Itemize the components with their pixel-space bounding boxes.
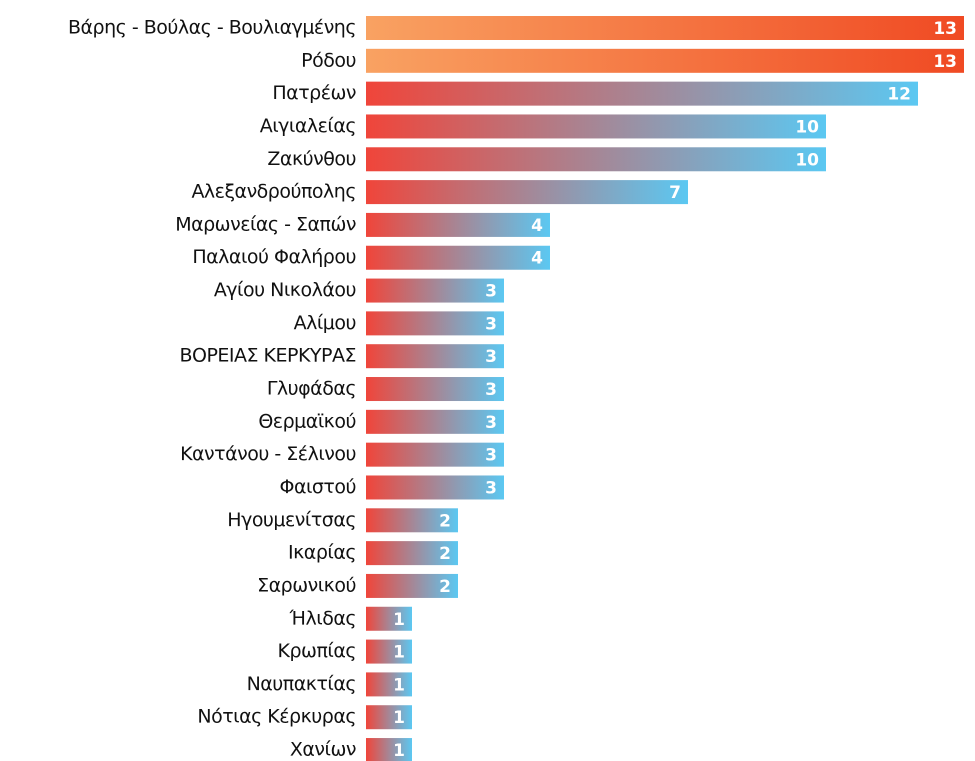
bar <box>366 541 458 566</box>
bar <box>366 377 504 402</box>
category-label: Αγίου Νικολάου <box>214 279 356 301</box>
category-label: Νότιας Κέρκυρας <box>197 706 356 728</box>
category-label: Αλεξανδρούπολης <box>191 181 356 203</box>
value-label: 3 <box>485 380 497 400</box>
bar <box>366 606 412 631</box>
bar <box>366 245 550 270</box>
value-label: 4 <box>531 216 543 236</box>
bar <box>366 705 412 730</box>
value-label: 1 <box>393 610 405 630</box>
category-label: Ηγουμενίτσας <box>227 509 356 531</box>
bar <box>366 344 504 369</box>
category-label: Αιγιαλείας <box>260 115 356 137</box>
value-label: 1 <box>393 741 405 761</box>
value-label: 10 <box>795 117 819 137</box>
category-label: Φαιστού <box>279 476 356 498</box>
category-label: Κρωπίας <box>278 640 356 662</box>
category-label: Ήλιδας <box>288 607 356 629</box>
bar <box>366 573 458 598</box>
category-label: Γλυφάδας <box>267 378 356 400</box>
value-label: 3 <box>485 347 497 367</box>
value-label: 4 <box>531 249 543 269</box>
bar <box>366 147 826 172</box>
value-label: 12 <box>887 85 911 105</box>
bar <box>366 738 412 761</box>
bar <box>366 212 550 237</box>
value-label: 2 <box>439 544 451 564</box>
value-label: 1 <box>393 708 405 728</box>
value-label: 1 <box>393 675 405 695</box>
category-label: Παλαιού Φαλήρου <box>192 246 356 268</box>
value-label: 2 <box>439 577 451 597</box>
value-label: 3 <box>485 314 497 334</box>
value-label: 3 <box>485 282 497 302</box>
bar <box>366 475 504 500</box>
value-label: 3 <box>485 446 497 466</box>
category-label: Ρόδου <box>301 49 356 71</box>
category-label: Ικαρίας <box>288 542 356 564</box>
bar <box>366 311 504 336</box>
bar <box>366 409 504 434</box>
category-label: Θερμαϊκού <box>258 410 356 432</box>
value-label: 13 <box>933 52 957 72</box>
category-label: Ζακύνθου <box>267 148 356 170</box>
category-label: Ναυπακτίας <box>247 673 356 695</box>
value-label: 3 <box>485 478 497 498</box>
value-label: 10 <box>795 150 819 170</box>
value-label: 13 <box>933 19 957 39</box>
category-label: Σαρωνικού <box>257 574 356 596</box>
bar <box>366 81 918 106</box>
value-label: 3 <box>485 413 497 433</box>
category-label: Πατρέων <box>272 82 356 104</box>
value-label: 1 <box>393 643 405 663</box>
bar <box>366 278 504 303</box>
bar <box>366 508 458 533</box>
category-label: Μαρωνείας - Σαπών <box>175 213 356 235</box>
bar <box>366 180 688 205</box>
category-label: Αλίμου <box>294 312 356 334</box>
category-label: Βάρης - Βούλας - Βουλιαγμένης <box>68 17 356 39</box>
bar <box>366 442 504 467</box>
category-label: ΒΟΡΕΙΑΣ ΚΕΡΚΥΡΑΣ <box>179 345 356 367</box>
bar <box>366 16 964 40</box>
category-label: Χανίων <box>290 739 356 761</box>
bar <box>366 639 412 664</box>
bar <box>366 672 412 697</box>
value-label: 2 <box>439 511 451 531</box>
value-label: 7 <box>669 183 681 203</box>
bar <box>366 48 964 73</box>
category-label: Καντάνου - Σέλινου <box>180 443 356 465</box>
bar <box>366 114 826 139</box>
